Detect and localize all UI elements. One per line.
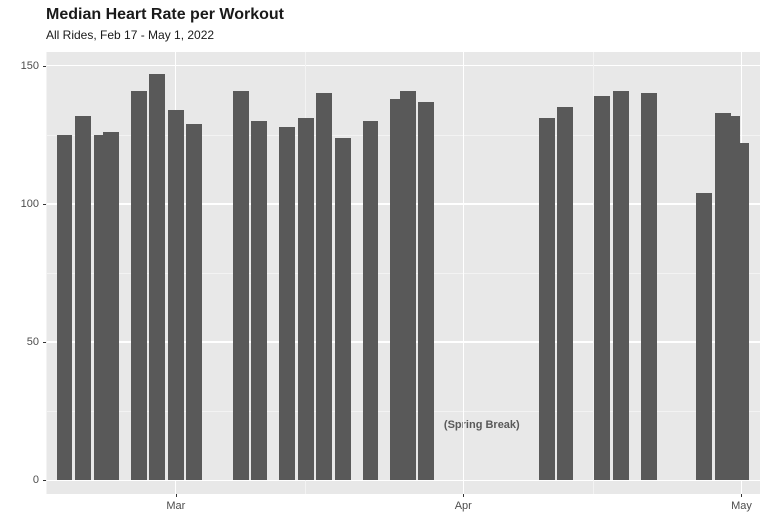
x-tick-label: Mar [166,500,185,512]
x-tick-mark [741,494,742,497]
bar [400,91,416,481]
x-tick-label: May [731,500,752,512]
gridline-v-minor [46,52,47,494]
bar [186,124,202,480]
bar [734,143,750,480]
bar [75,116,91,481]
gridline-h-major [46,65,760,66]
bar [57,135,73,480]
bar [539,118,555,480]
bar [279,127,295,481]
bar [251,121,267,480]
bar [131,91,147,481]
bar [641,93,657,480]
bar [103,132,119,480]
bar [363,121,379,480]
bar [233,91,249,481]
x-tick-mark [176,494,177,497]
bar [316,93,332,480]
y-tick-label: 0 [33,474,39,486]
bar [335,138,351,481]
bar [168,110,184,480]
bar [594,96,610,480]
bar [298,118,314,480]
y-tick-label: 100 [21,198,39,210]
x-tick-mark [463,494,464,497]
y-tick-label: 150 [21,60,39,72]
bar [418,102,434,480]
x-tick-label: Apr [455,500,472,512]
bar [696,193,712,480]
gridline-v-minor [593,52,594,494]
bar [557,107,573,480]
chart-subtitle: All Rides, Feb 17 - May 1, 2022 [46,28,214,42]
plot-panel: (Spring Break) [46,52,760,494]
annotation-spring-break: (Spring Break) [444,419,520,431]
bar [613,91,629,481]
chart-title: Median Heart Rate per Workout [46,6,284,24]
y-tick-label: 50 [27,336,39,348]
bar [149,74,165,480]
gridline-v-major [463,52,464,494]
chart-container: Median Heart Rate per Workout All Rides,… [0,0,766,530]
